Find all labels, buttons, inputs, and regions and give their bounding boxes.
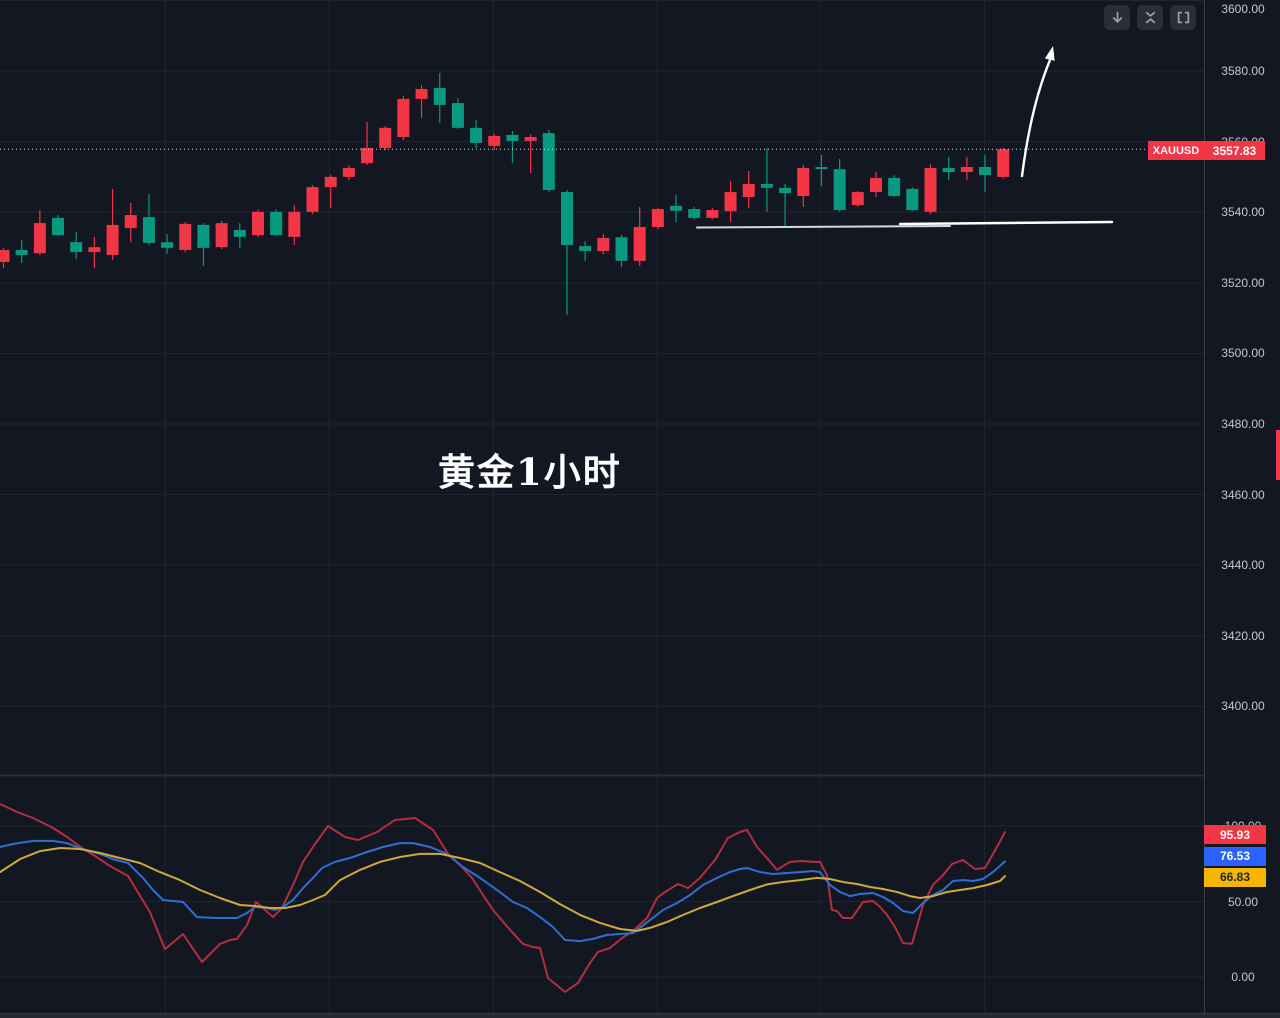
last-price-label: XAUUSD 3557.83 [1148,141,1265,160]
candle-body [742,183,755,198]
candle-body [215,223,228,248]
candle-body [760,183,773,188]
indicator-tick-label: 0.00 [1231,970,1255,984]
price-tick-label: 3440.00 [1221,558,1265,573]
candle-body [142,217,155,243]
candle-body [997,149,1010,177]
candle-body [560,192,573,246]
candle-body [633,227,646,261]
candle-body [233,229,246,237]
candle-body [124,215,137,229]
candle-body [651,209,664,228]
candle-body [869,177,882,193]
candle-body [779,187,792,194]
price-tick-label: 3500.00 [1221,346,1265,361]
candle-body [688,209,701,218]
candle-body [979,167,992,176]
candle-body [960,167,973,172]
candle-body [470,127,483,144]
price-tick-label: 3580.00 [1221,64,1265,78]
candle-body [379,127,392,148]
symbol-tag: XAUUSD [1148,141,1204,160]
candle-body [70,242,83,253]
candle-body [161,242,174,248]
restore-pane-button[interactable] [1137,5,1163,30]
candle-body [306,187,319,212]
candle-body [451,103,464,128]
pane-toolbar [1104,5,1196,30]
candle-body [506,134,519,141]
price-tick-label: 3540.00 [1221,205,1265,220]
candle-body [851,192,864,206]
candle-body [342,168,355,177]
candle-body [542,133,555,190]
candle-body [888,177,901,196]
last-price-value: 3557.83 [1204,141,1265,160]
candle-body [906,188,919,211]
price-axis[interactable]: 3600.003580.003560.003540.003520.003500.… [1204,0,1280,1013]
up-arrow-line [1020,58,1052,178]
fullscreen-brackets-icon [1177,11,1189,24]
candle-body [324,176,337,188]
collapse-chevrons-icon [1145,11,1155,24]
candle-body [15,249,28,255]
candle-body [815,167,828,170]
indicator-value-label: 95.93 [1204,825,1266,844]
candle-body [106,224,119,255]
support-trendline [898,220,1114,226]
candle-body [488,135,501,146]
candle-body [579,246,592,252]
candle-body [179,223,192,250]
price-tick-label: 3480.00 [1221,417,1265,431]
candle-body [942,168,955,172]
candle-body [288,211,301,237]
candle-body [724,192,737,212]
indicator-value-label: 66.83 [1204,867,1266,887]
up-arrow-head [1044,46,1055,61]
indicator-tick-label: 50.00 [1227,894,1259,909]
candle-body [33,223,46,254]
candle-body [197,224,210,248]
candle-body [597,237,610,252]
signal-line [0,839,1006,943]
price-tick-label: 3420.00 [1221,628,1265,643]
price-tick-label: 3460.00 [1221,487,1265,502]
candle-body [706,210,719,218]
price-tick-label: 3400.00 [1221,699,1265,714]
candle-body [433,87,446,105]
download-button[interactable] [1104,5,1130,30]
candle-body [0,249,10,262]
candle-body [397,98,410,138]
candle-body [924,168,937,212]
price-tick-label: 3520.00 [1221,275,1265,290]
candle-body [52,217,65,236]
indicator-value-label: 76.53 [1204,846,1266,866]
fast-line [0,803,1006,993]
download-arrow-icon [1112,11,1122,23]
candle-body [524,137,537,141]
candle-body [670,205,683,211]
right-edge-strip [1276,430,1280,480]
support-trendline [696,225,951,229]
candle-body [833,169,846,211]
candle-body [270,211,283,236]
slow-line [0,847,1006,932]
candle-body [251,211,264,236]
candle-body [615,237,628,261]
candle-body [415,89,428,99]
price-tick-label: 3600.00 [1221,2,1265,16]
fullscreen-button[interactable] [1170,5,1196,30]
chart-annotation-text: 黄金1小时 [438,450,622,494]
candle-body [88,247,101,253]
candle-body [361,147,374,164]
bottom-bar [0,1013,1280,1018]
candle-body [797,168,810,196]
